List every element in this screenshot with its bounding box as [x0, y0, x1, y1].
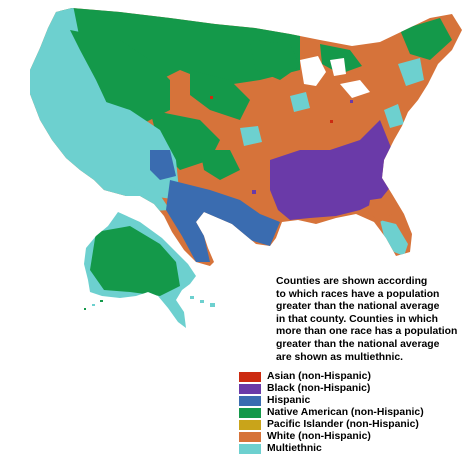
- legend-item-native-american: Native American (non-Hispanic): [239, 407, 474, 419]
- note-line: greater than the national average: [276, 338, 440, 350]
- legend-swatch: [239, 443, 261, 454]
- legend-swatch: [239, 407, 261, 418]
- legend-label: White (non-Hispanic): [267, 431, 371, 443]
- legend-item-hispanic: Hispanic: [239, 395, 474, 407]
- legend-label: Asian (non-Hispanic): [267, 371, 371, 383]
- legend-item-asian: Asian (non-Hispanic): [239, 371, 474, 383]
- legend-swatch: [239, 371, 261, 382]
- legend-item-multiethnic: Multiethnic: [239, 443, 474, 455]
- note-line: Counties are shown according: [276, 276, 428, 287]
- legend-item-white: White (non-Hispanic): [239, 431, 474, 443]
- legend-item-black: Black (non-Hispanic): [239, 383, 474, 395]
- legend-label: Black (non-Hispanic): [267, 383, 371, 395]
- legend-label: Multiethnic: [267, 443, 322, 455]
- legend-swatch: [239, 383, 261, 394]
- note-line: more than one race has a population: [276, 326, 458, 338]
- map-explanation: Counties are shown according to which ra…: [276, 276, 472, 364]
- note-line: are shown as multiethnic.: [276, 351, 404, 363]
- note-line: to which races have a population: [276, 288, 440, 300]
- legend-label: Hispanic: [267, 395, 311, 407]
- legend-swatch: [239, 419, 261, 430]
- legend-label: Pacific Islander (non-Hispanic): [267, 419, 419, 431]
- legend-swatch: [239, 431, 261, 442]
- legend-label: Native American (non-Hispanic): [267, 407, 424, 419]
- legend-item-pacific-islander: Pacific Islander (non-Hispanic): [239, 419, 474, 431]
- legend-swatch: [239, 395, 261, 406]
- note-line: in that county. Counties in which: [276, 313, 439, 325]
- legend: Asian (non-Hispanic) Black (non-Hispanic…: [239, 371, 474, 455]
- note-line: greater than the national average: [276, 301, 440, 313]
